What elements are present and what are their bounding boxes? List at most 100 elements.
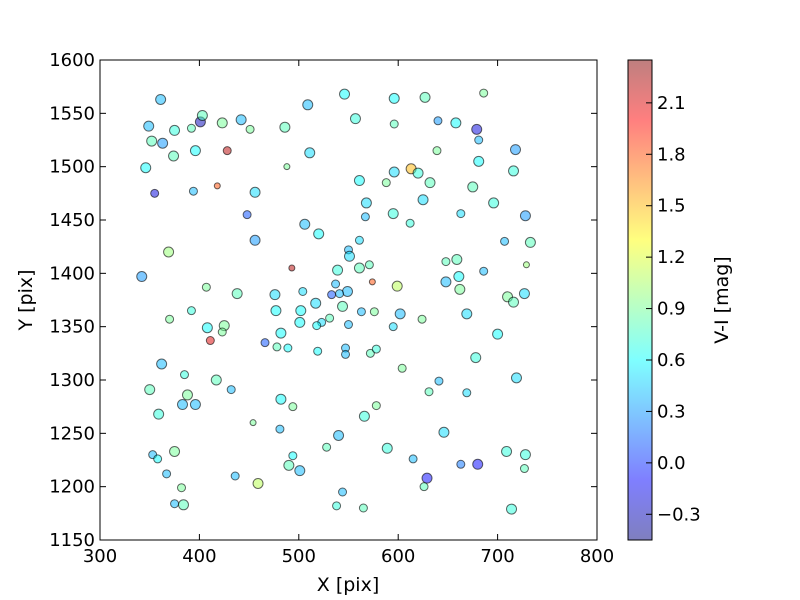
colorbar-tick-label: 1.8: [657, 144, 686, 165]
data-point: [201, 322, 213, 334]
data-point: [434, 376, 444, 386]
data-point: [275, 393, 287, 405]
data-point: [163, 246, 175, 258]
data-point: [177, 483, 187, 493]
data-point: [279, 121, 291, 133]
data-point: [186, 123, 196, 133]
data-point: [302, 99, 314, 111]
y-tick-label: 1400: [49, 263, 95, 284]
data-point: [488, 197, 500, 209]
data-point: [335, 289, 345, 299]
data-point: [354, 235, 364, 245]
data-point: [272, 342, 282, 352]
data-point: [177, 399, 189, 411]
data-point: [509, 144, 521, 156]
y-tick-label: 1250: [49, 423, 95, 444]
y-tick-label: 1350: [49, 317, 95, 338]
data-point: [408, 454, 418, 464]
data-point: [153, 454, 163, 464]
data-point: [353, 175, 365, 187]
data-point: [275, 327, 287, 339]
data-point: [356, 307, 366, 317]
data-point: [508, 296, 520, 308]
data-point: [474, 135, 484, 145]
data-point: [440, 276, 452, 288]
colorbar-tick-label: 1.2: [657, 247, 686, 268]
colorbar: [627, 59, 653, 541]
data-point: [179, 370, 189, 380]
data-point: [338, 487, 348, 497]
y-tick-label: 1200: [49, 477, 95, 498]
data-point: [157, 137, 169, 149]
data-point: [177, 499, 189, 511]
data-point: [388, 322, 398, 332]
data-point: [441, 257, 451, 267]
y-axis-label: Y [pix]: [15, 269, 37, 331]
data-point: [473, 155, 485, 167]
data-point: [424, 177, 436, 189]
data-point: [288, 264, 296, 272]
data-point: [369, 307, 379, 317]
data-point: [260, 338, 270, 348]
y-axis: 1150 1200 1250 1300 1350 1400 1450 1500 1550 1600: [49, 50, 597, 551]
data-point: [358, 503, 368, 513]
colorbar-tick-label: 1.5: [657, 196, 686, 217]
x-tick-label: 700: [480, 546, 514, 567]
data-point: [252, 477, 264, 489]
data-point: [146, 135, 158, 147]
data-point: [462, 388, 472, 398]
data-point: [295, 305, 307, 317]
colorbar-label: V-I [mag]: [711, 256, 733, 343]
data-point: [288, 451, 298, 461]
data-point: [412, 167, 424, 179]
data-point: [313, 228, 325, 240]
data-point: [205, 336, 215, 346]
data-point: [143, 120, 155, 132]
data-point: [467, 181, 479, 193]
data-point: [343, 250, 355, 262]
data-point: [269, 289, 281, 301]
y-tick-label: 1450: [49, 210, 95, 231]
data-point: [518, 288, 530, 300]
data-point: [438, 426, 450, 438]
data-point: [417, 314, 427, 324]
data-point: [450, 117, 462, 129]
colorbar-tick-label: 0.9: [657, 299, 686, 320]
data-point: [245, 124, 255, 134]
data-point: [506, 503, 518, 515]
data-point: [388, 166, 400, 178]
y-tick-label: 1550: [49, 103, 95, 124]
data-point: [294, 316, 306, 328]
data-point: [387, 208, 399, 220]
data-point: [144, 384, 156, 396]
data-point: [421, 472, 433, 484]
data-point: [249, 419, 257, 427]
data-point: [360, 212, 370, 222]
data-point: [332, 501, 342, 511]
data-point: [181, 389, 193, 401]
plot-frame: [99, 59, 598, 541]
data-point: [371, 344, 381, 354]
x-axis: 300 400 500 600 700 800: [83, 60, 614, 567]
data-point: [249, 186, 261, 198]
data-point: [394, 308, 406, 320]
data-point: [332, 264, 344, 276]
data-point: [217, 327, 227, 337]
data-point: [298, 286, 308, 296]
data-point: [519, 464, 529, 474]
data-point: [519, 449, 531, 461]
data-point: [510, 372, 522, 384]
data-point: [169, 445, 181, 457]
x-tick-label: 500: [282, 546, 316, 567]
data-point: [325, 313, 335, 323]
data-point: [371, 401, 381, 411]
data-point: [524, 236, 536, 248]
data-point: [310, 297, 322, 309]
data-point: [294, 465, 306, 477]
data-point: [322, 442, 332, 452]
data-point: [417, 194, 429, 206]
data-point: [349, 113, 361, 125]
data-point: [283, 459, 295, 471]
y-tick-label: 1300: [49, 370, 95, 391]
data-point: [230, 471, 240, 481]
